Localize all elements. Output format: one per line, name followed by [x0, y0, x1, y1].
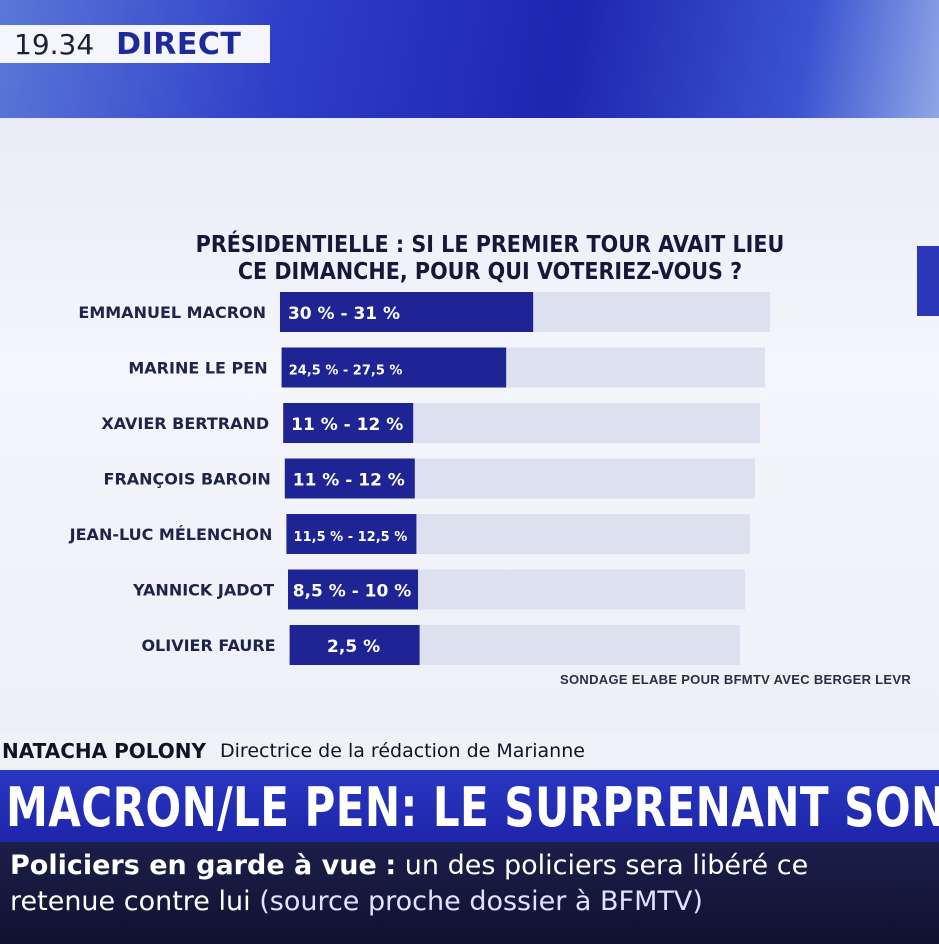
- headline-banner: MACRON/LE PEN: LE SURPRENANT SONDA: [0, 770, 939, 842]
- value-label-3: 11 % - 12 %: [293, 471, 405, 491]
- bar-1: [281, 347, 507, 388]
- ticker-separator: :: [385, 850, 397, 881]
- category-label-6: OLIVIER FAURE: [141, 636, 275, 655]
- bar-2: [283, 403, 414, 443]
- guest-strap: NATACHA POLONY Directrice de la rédactio…: [0, 732, 939, 770]
- ticker-source: (source proche dossier à BFMTV): [259, 886, 703, 917]
- live-label: DIRECT: [116, 26, 242, 62]
- ticker-lead: Policiers en garde à vue: [10, 850, 377, 881]
- category-label-1: MARINE LE PEN: [128, 359, 267, 378]
- guest-role: Directrice de la rédaction de Marianne: [220, 740, 585, 762]
- news-ticker: Policiers en garde à vue : un des polici…: [0, 842, 939, 944]
- chart-source: SONDAGE ELABE POUR BFMTV AVEC BERGER LEV…: [560, 672, 912, 687]
- value-label-2: 11 % - 12 %: [291, 415, 403, 435]
- headline-text: MACRON/LE PEN: LE SURPRENANT SONDA: [6, 776, 939, 839]
- side-tab: [917, 246, 939, 316]
- ticker-text: un des policiers sera libéré ce: [404, 850, 809, 881]
- value-label-4: 11,5 % - 12,5 %: [294, 530, 408, 545]
- chart-title-line-2: CE DIMANCHE, POUR QUI VOTERIEZ-VOUS ?: [237, 259, 743, 285]
- category-label-3: FRANÇOIS BAROIN: [104, 470, 271, 489]
- bar-6: [289, 625, 420, 665]
- ticker-line-1: Policiers en garde à vue : un des polici…: [10, 850, 808, 881]
- value-label-1: 24,5 % - 27,5 %: [289, 364, 403, 379]
- time-live-box: 19.34 DIRECT: [0, 25, 270, 63]
- bar-3: [284, 458, 415, 499]
- ticker-line-2: retenue contre lui (source proche dossie…: [10, 886, 703, 917]
- chart-title: PRÉSIDENTIELLE : SI LE PREMIER TOUR AVAI…: [148, 232, 832, 286]
- guest-name: NATACHA POLONY: [2, 739, 207, 763]
- category-label-0: EMMANUEL MACRON: [78, 303, 266, 322]
- value-label-5: 8,5 % - 10 %: [293, 582, 412, 602]
- bar-5: [288, 569, 418, 610]
- ticker-line2-text: retenue contre lui: [10, 886, 251, 917]
- bar-4: [286, 514, 417, 554]
- clock-time: 19.34: [14, 27, 95, 61]
- category-label-2: XAVIER BERTRAND: [101, 414, 269, 433]
- value-label-0: 30 % - 31 %: [288, 304, 400, 324]
- category-label-5: YANNICK JADOT: [132, 581, 274, 600]
- chart-title-line-1: PRÉSIDENTIELLE : SI LE PREMIER TOUR AVAI…: [195, 232, 785, 258]
- category-label-4: JEAN-LUC MÉLENCHON: [69, 525, 273, 544]
- value-label-6: 2,5 %: [327, 637, 380, 657]
- bar-0: [280, 292, 534, 332]
